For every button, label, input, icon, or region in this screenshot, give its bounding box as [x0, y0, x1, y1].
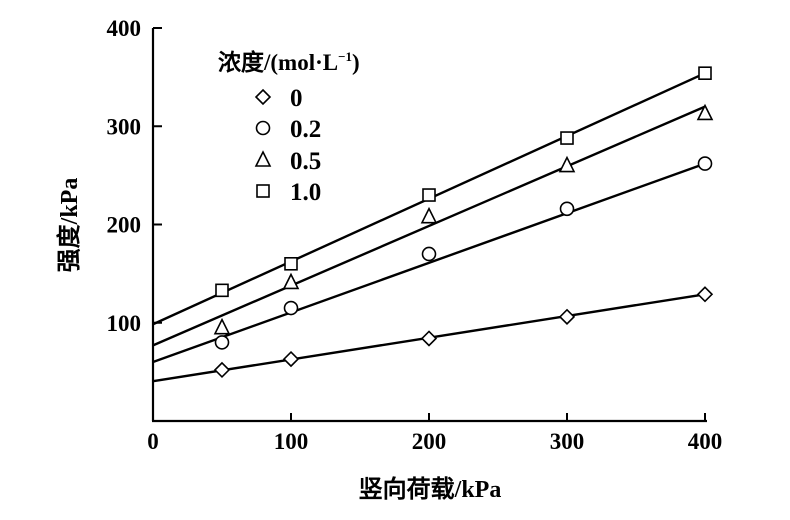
legend-triangle-icon — [254, 150, 272, 167]
x-tick-label: 0 — [147, 429, 159, 454]
legend-label: 0 — [290, 85, 303, 112]
x-tick-label: 400 — [688, 429, 723, 454]
data-point-circle — [214, 335, 230, 350]
data-point-circle — [559, 201, 575, 217]
legend-title: 浓度/(mol·L−1) — [218, 49, 360, 75]
data-point-diamond — [696, 286, 714, 303]
legend-square-icon — [256, 184, 270, 198]
data-point-diamond — [558, 308, 576, 325]
data-point-diamond — [213, 361, 231, 379]
data-point-square — [284, 256, 298, 271]
legend-label: 0.5 — [290, 148, 321, 175]
y-tick-label: 400 — [107, 16, 142, 41]
fit-line-triangle — [152, 105, 706, 347]
legend-circle-icon — [255, 120, 271, 136]
data-point-circle — [283, 300, 299, 316]
y-axis-label: 强度/kPa — [55, 178, 83, 273]
x-tick-label: 300 — [550, 429, 585, 454]
data-point-triangle — [558, 155, 576, 173]
data-point-triangle — [420, 206, 438, 224]
data-point-diamond — [282, 350, 300, 368]
data-point-triangle — [696, 103, 714, 121]
fit-line-circle — [152, 162, 706, 364]
data-point-triangle — [213, 317, 231, 335]
data-point-square — [560, 131, 574, 145]
x-tick-label: 200 — [412, 429, 447, 454]
data-point-triangle — [282, 272, 300, 290]
data-point-circle — [421, 246, 437, 262]
y-tick-label: 200 — [107, 213, 142, 238]
legend-diamond-icon — [254, 88, 272, 106]
data-point-square — [698, 66, 712, 80]
x-tick-label: 100 — [274, 429, 309, 454]
x-axis-label: 竖向荷载/kPa — [359, 475, 502, 503]
legend-label: 1.0 — [290, 179, 321, 206]
legend: 浓度/(mol·L−1) 0 0.2 0.5 1.0 — [218, 49, 360, 206]
data-point-circle — [697, 156, 713, 171]
data-point-diamond — [420, 330, 438, 347]
data-point-square — [422, 188, 436, 202]
data-point-square — [215, 283, 229, 298]
y-tick-label: 100 — [107, 311, 142, 336]
y-tick-label: 300 — [107, 114, 142, 139]
legend-label: 0.2 — [290, 116, 321, 143]
